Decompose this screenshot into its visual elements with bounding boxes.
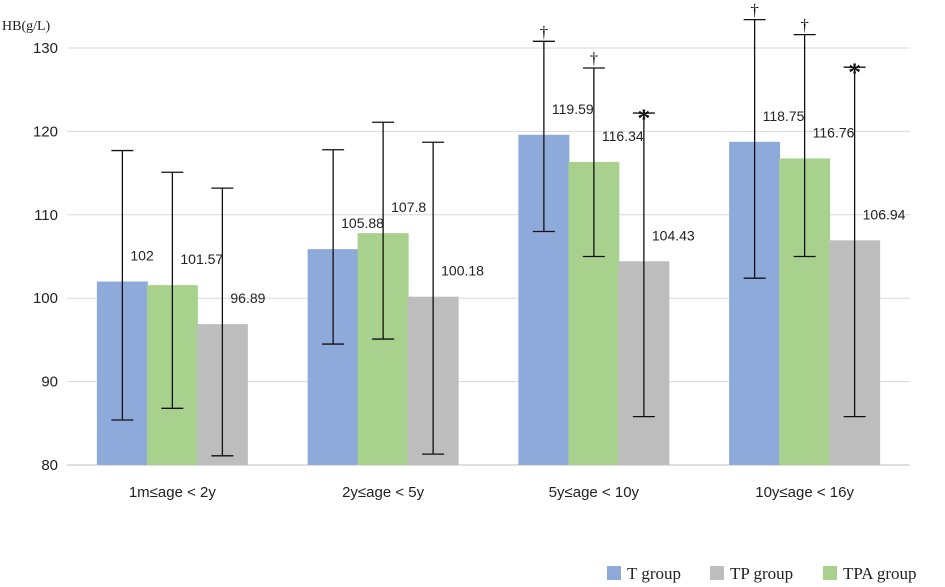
legend-label: T group (627, 564, 681, 583)
data-label: 118.75 (763, 108, 805, 124)
significance-mark: † (750, 1, 759, 20)
x-category-label: 5y≤age < 10y (549, 484, 640, 501)
data-label: 107.8 (391, 199, 426, 215)
data-label: 119.59 (552, 101, 594, 117)
data-labels: 102 101.57 96.89 105.88 107.8 100.18 119.59 116… (130, 101, 905, 306)
data-label: 105.88 (341, 215, 384, 231)
data-label: 96.89 (230, 290, 265, 306)
y-axis-label: HB(g/L) (2, 19, 51, 34)
x-axis-categories: 1m≤age < 2y 2y≤age < 5y 5y≤age < 10y 10y≤ag… (129, 484, 855, 501)
y-tick-label: 120 (33, 123, 58, 140)
y-tick-label: 90 (41, 374, 58, 391)
data-label: 106.94 (863, 206, 906, 222)
y-tick-label: 110 (34, 207, 58, 224)
bars (96, 134, 881, 466)
error-bars (111, 18, 866, 457)
x-category-label: 10y≤age < 16y (755, 484, 854, 501)
legend: T group TP group TPA group (607, 564, 917, 583)
significance-mark: † (590, 49, 599, 68)
legend-label: TP group (730, 564, 793, 583)
data-label: 104.43 (652, 227, 695, 243)
significance-mark: * (637, 104, 650, 133)
significance-marks: † † * † † * (540, 1, 862, 133)
data-label: 102 (130, 248, 154, 264)
legend-swatch (710, 566, 724, 580)
y-tick-label: 100 (33, 290, 58, 307)
significance-mark: † (800, 16, 809, 35)
legend-swatch (823, 566, 837, 580)
y-tick-label: 130 (33, 40, 58, 57)
y-axis-ticks: 80 90 100 110 120 130 (33, 40, 58, 474)
x-category-label: 1m≤age < 2y (129, 484, 217, 501)
significance-mark: * (848, 58, 861, 87)
x-category-label: 2y≤age < 5y (342, 484, 425, 501)
data-label: 116.34 (602, 128, 644, 144)
data-label: 101.57 (180, 251, 223, 267)
data-label: 116.76 (813, 124, 855, 140)
significance-mark: † (540, 22, 549, 41)
legend-swatch (607, 566, 621, 580)
legend-label: TPA group (843, 564, 917, 583)
data-label: 100.18 (441, 263, 484, 279)
y-tick-label: 80 (41, 457, 58, 474)
